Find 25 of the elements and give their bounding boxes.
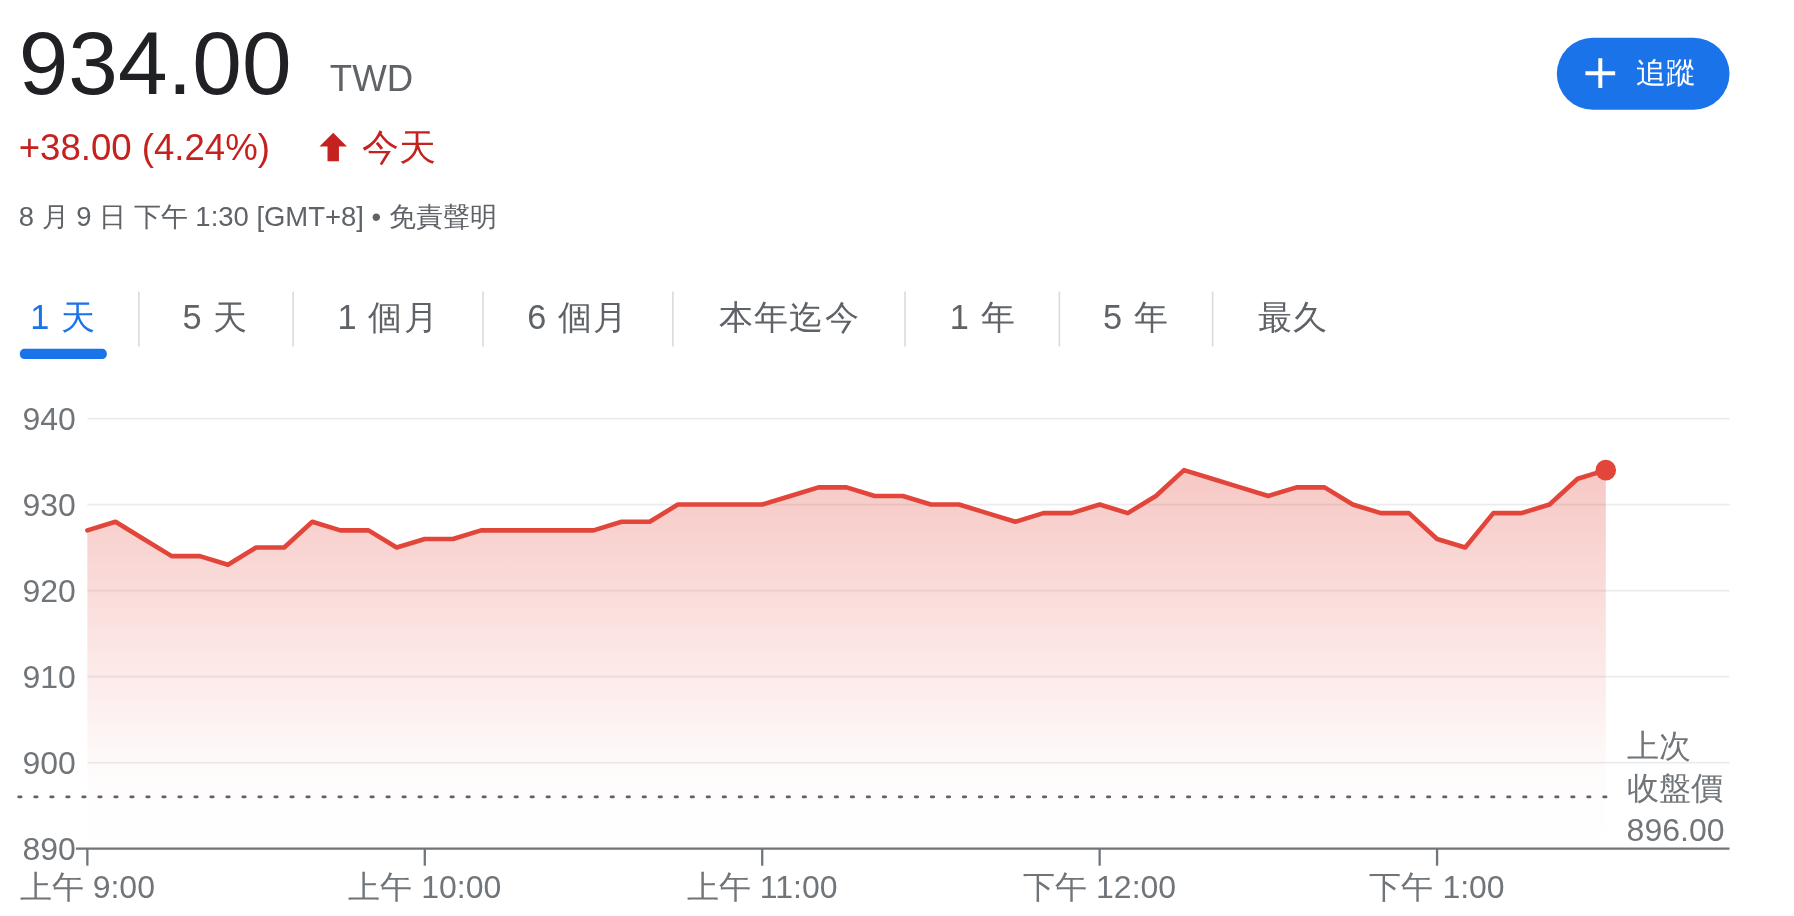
x-tick-label: 上午 11:00	[686, 868, 838, 905]
chart-title: 934.00	[18, 12, 292, 113]
y-tick-label: 900	[22, 744, 76, 781]
text: 5 年	[1102, 298, 1170, 337]
text: 8 月 9 日 下午 1:30 [GMT+8] • 免責聲明	[18, 201, 497, 233]
text: 1 年	[949, 298, 1016, 337]
y-tick-label: 930	[22, 486, 76, 523]
text: 1 個月	[337, 298, 439, 337]
ref-line-label: 上次收盤價 896.00	[1626, 728, 1725, 848]
x-tick-label: 上午 10:00	[348, 868, 502, 905]
y-tick-label: 920	[22, 572, 76, 609]
y-tick-label: 910	[22, 658, 76, 695]
y-tick-label: 890	[22, 830, 76, 867]
x-tick-label: 下午 12:00	[1023, 868, 1177, 905]
text: 6 個月	[527, 298, 629, 337]
text: 今天	[361, 127, 436, 169]
text: 1 天	[30, 298, 97, 337]
text: 5 天	[182, 298, 249, 337]
chart-subtitle: +38.00 (4.24%)	[18, 127, 270, 169]
text: 本年迄今	[719, 298, 860, 337]
text: TWD	[329, 58, 414, 100]
x-tick-label: 上午 9:00	[19, 868, 155, 905]
y-tick-label: 940	[22, 400, 76, 437]
text: 最久	[1257, 298, 1328, 337]
x-tick-label: 下午 1:00	[1369, 868, 1505, 905]
